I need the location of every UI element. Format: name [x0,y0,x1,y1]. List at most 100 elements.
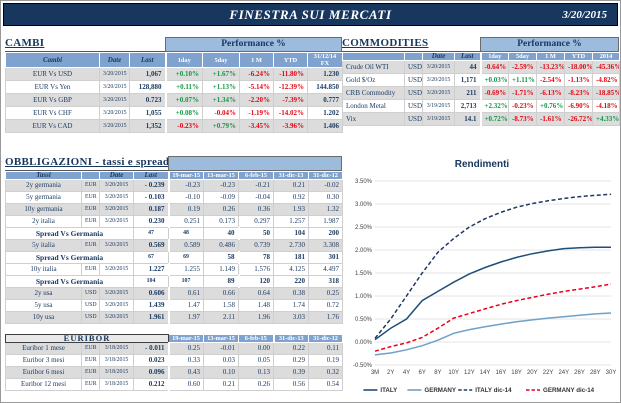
cell: +1.67% [202,67,240,81]
cell: 0.26 [203,203,239,216]
cell: -0.01 [203,342,239,355]
cell: 3/20/2015 [99,93,130,107]
cell: EUR [81,354,100,367]
table-row: EUR Vs Yen 3/20/2015 128,880 +0.11% +1.13% -5… [5,80,343,94]
cell: 4.125 [273,263,309,276]
cell: +0.03% [480,73,509,87]
svg-text:1.00%: 1.00% [355,294,373,300]
column-header: 5day [202,52,240,68]
table-row: Vix USD 3/19/2015 14.1 +0.72% -8.73% -1.61% -26… [342,112,620,126]
cell: 1.149 [203,263,239,276]
cell: 0.096 [133,366,170,379]
cambi-performance-label: Performance % [165,37,342,52]
euribor-header-row: EURIBOR 19-mar-15 13-mar-15 6-feb-15 31-dic-… [5,334,343,343]
cell: USD [81,299,100,312]
cell: 220 [273,275,309,288]
cell: London Metal [342,99,405,113]
cell: 0.297 [238,215,274,228]
cell: -1.71% [508,86,537,100]
table-row: Euribor 6 mesi EUR 3/18/2015 0.096 0.43 0.10 0… [5,366,343,379]
table-row: Gold $/Oz USD 3/20/2015 1,171 +0.03% +1.11% -2… [342,73,620,87]
column-header: 1day [165,52,203,68]
legend-item: GERMANY [424,387,456,394]
cell: 1.406 [307,119,343,133]
svg-text:3.00%: 3.00% [355,202,373,208]
cell: -5.14% [239,80,274,94]
cell: 0.10 [203,366,239,379]
cell: 0.33 [168,354,204,367]
column-header: 1day [480,52,509,61]
cell: 3/20/2015 [99,80,130,94]
cell: 3.03 [273,311,309,324]
cell: 1.74 [273,299,309,312]
column-header: 13-mar-15 [203,171,239,180]
spread-row: Spread Vs Germania 67 69 58 78 181 301 [5,251,343,264]
cell: -13.23% [536,60,565,74]
cell: 0.230 [133,215,170,228]
cell: -1.61% [536,112,565,126]
cell: -3.96% [273,119,308,133]
cell: USD [404,112,423,126]
svg-text:22Y: 22Y [543,370,554,376]
cell: +1.13% [202,80,240,94]
table-row: EUR Vs CHF 3/20/2015 1,055 +0.08% -0.04% -1.1… [5,106,343,120]
cell: -6.13% [536,86,565,100]
cell: 10y germania [5,203,82,216]
cell: -2.59% [508,60,537,74]
obbligazioni-section: OBBLIGAZIONI - tassi e spread Tassi Date L… [5,156,343,324]
cell: Euribor 1 mese [5,342,82,355]
column-header: 1 M [536,52,565,61]
cell: 104 [133,275,169,288]
table-row: Euribor 1 mese EUR 3/18/2015- 0.011 0.25 -0.… [5,342,343,355]
cell: 0.589 [168,239,204,252]
cell: 3/20/2015 [99,299,134,312]
cell: 3/20/2015 [99,106,130,120]
cell: 1.230 [307,67,343,81]
cell: -0.04% [202,106,240,120]
column-header: 2014 [592,52,620,61]
cell: 2y germania [5,179,82,192]
cell: 47 [133,227,169,240]
svg-text:30Y: 30Y [606,370,617,376]
cell: -3.45% [239,119,274,133]
cell: 1.257 [273,215,309,228]
svg-text:4Y: 4Y [403,370,410,376]
cell: +0.11% [165,80,203,94]
legend-item: GERMANY dic-14 [543,387,595,394]
series-line [374,193,612,339]
spread-row: Spread Vs Germania 104 107 89 120 220 318 [5,275,343,288]
cell: 3/20/2015 [422,60,455,74]
obbligazioni-header-row: Tassi Date Last 19-mar-15 13-mar-15 6-feb-15 3… [5,171,343,180]
column-header: 13-mar-15 [203,334,239,343]
cell: 3/20/2015 [99,203,134,216]
obbligazioni-section-title: OBBLIGAZIONI - tassi e spread [5,156,168,171]
cell: 1,055 [129,106,167,120]
euribor-section: EURIBOR 19-mar-15 13-mar-15 6-feb-15 31-dic-… [5,334,343,391]
column-header: 31-dic-12 [308,334,343,343]
cell: 0.21 [273,179,309,192]
cell: 3/20/2015 [99,239,134,252]
cell: +0.07% [165,93,203,107]
cell: 0.25 [308,287,343,300]
cell: 2y italia [5,215,82,228]
cell: 1.439 [133,299,170,312]
cell: 1.987 [308,215,343,228]
cell: -0.23% [165,119,203,133]
chart-canvas: 3.50% 3.00% 2.50% 2.00% 1.50% 1.00% 0.50% 0.00%… [345,173,619,402]
cambi-section-title: CAMBI [5,37,165,52]
column-header: 31/12/14 FX [307,52,343,68]
table-row: 10y italia EUR 3/20/2015 1.227 1.255 1.149 1.5… [5,263,343,276]
cell: 67 [133,251,169,264]
cell: 0.26 [238,378,274,391]
cell: 3/18/2015 [99,342,134,355]
cell: - 0.011 [133,342,170,355]
cell: USD [404,86,423,100]
table-row: 5y italia EUR 3/20/2015 0.569 0.589 0.486 0.73… [5,239,343,252]
cell: EUR [81,366,100,379]
commodities-section: COMMODITIES Performance % Date Last 1day 5d… [342,37,620,126]
cell: -18.85% [592,86,620,100]
cell: -0.23 [203,179,239,192]
svg-text:20Y: 20Y [527,370,538,376]
cell: 3/20/2015 [422,86,455,100]
cell: 0.212 [133,378,170,391]
